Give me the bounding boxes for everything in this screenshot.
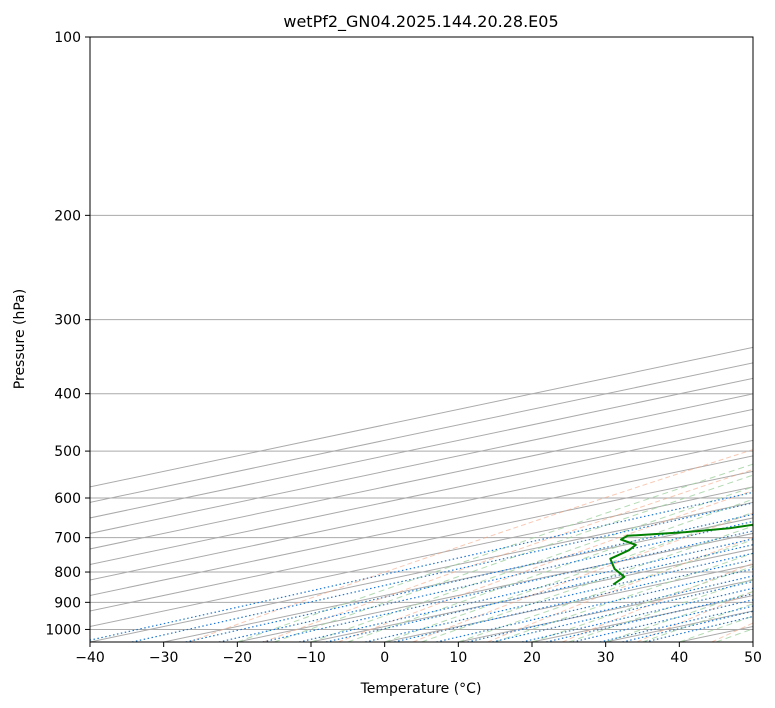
series-lines xyxy=(609,523,753,586)
moist-adiabat-line xyxy=(347,498,753,642)
dry-adiabat-line xyxy=(636,591,753,642)
background-lines xyxy=(90,37,753,642)
mixing-ratio-line xyxy=(365,552,753,642)
x-tick-label: 40 xyxy=(670,650,688,666)
mixing-ratio-line xyxy=(521,587,753,642)
mixing-ratio-line xyxy=(599,605,753,642)
moist-adiabat-line xyxy=(421,525,753,642)
x-tick-label: 30 xyxy=(597,650,615,666)
isotherm-gridline xyxy=(90,424,753,565)
moist-adiabat-line xyxy=(495,552,753,642)
moist-adiabat-line xyxy=(274,474,753,642)
y-tick-label: 200 xyxy=(54,208,81,224)
dry-adiabat-line xyxy=(263,468,753,642)
y-tick-label: 1000 xyxy=(45,622,81,638)
isotherm-gridline xyxy=(237,532,753,642)
isotherm-gridline xyxy=(90,455,753,596)
mixing-ratio-line xyxy=(325,544,753,642)
dry-adiabat-line xyxy=(338,490,753,642)
isotherm-gridline xyxy=(90,501,753,642)
mixing-ratio-line xyxy=(394,559,753,642)
isotherm-gridline xyxy=(90,377,753,519)
moist-adiabat-line xyxy=(605,590,753,642)
moist-adiabat-line xyxy=(679,615,753,642)
mixing-ratio-line xyxy=(467,575,753,642)
moist-adiabat-line xyxy=(384,511,753,642)
y-tick-label: 700 xyxy=(54,531,81,547)
mixing-ratio-line xyxy=(436,568,753,642)
dewpoint-profile-line xyxy=(609,523,753,586)
x-tick-label: 0 xyxy=(380,650,389,666)
mixing-ratio-line xyxy=(299,538,753,642)
x-tick-label: 10 xyxy=(449,650,467,666)
y-tick-label: 500 xyxy=(54,444,81,460)
x-axis: −40 −30 −20 −10 0 10 20 30 40 50 xyxy=(75,642,762,666)
dry-adiabat-line xyxy=(412,512,753,642)
dry-adiabat-line xyxy=(188,449,753,642)
mixing-ratio-line xyxy=(645,615,753,642)
isotherm-gridline xyxy=(605,610,753,642)
x-tick-label: 50 xyxy=(744,650,762,666)
isotherm-gridline xyxy=(90,346,753,488)
x-tick-label: −30 xyxy=(149,650,179,666)
y-tick-label: 900 xyxy=(54,595,81,611)
plot-frame xyxy=(89,36,754,643)
moist-adiabat-line xyxy=(458,539,753,642)
moist-adiabat-line xyxy=(237,463,753,642)
y-tick-label: 400 xyxy=(54,387,81,403)
y-tick-label: 800 xyxy=(54,565,81,581)
y-axis: 100 200 300 400 500 600 700 800 900 1000 xyxy=(45,30,90,638)
chart-title: wetPf2_GN04.2025.144.20.28.E05 xyxy=(283,12,558,32)
y-tick-label: 600 xyxy=(54,491,81,507)
isotherm-gridline xyxy=(163,517,753,642)
mixing-ratio-line xyxy=(492,580,753,642)
dry-adiabat-line xyxy=(487,536,753,642)
mixing-ratio-line xyxy=(185,513,753,642)
x-tick-label: 20 xyxy=(523,650,541,666)
isotherm-gridline xyxy=(90,362,753,503)
isotherm-gridline xyxy=(90,439,753,581)
isotherm-gridline xyxy=(90,393,753,534)
x-tick-label: −10 xyxy=(296,650,326,666)
y-tick-label: 100 xyxy=(54,30,81,46)
y-tick-label: 300 xyxy=(54,313,81,329)
isotherm-gridline xyxy=(752,641,753,642)
isotherm-gridline xyxy=(90,408,753,550)
isotherm-gridline xyxy=(90,470,753,612)
x-axis-title: Temperature (°C) xyxy=(360,681,482,697)
x-tick-label: −40 xyxy=(75,650,105,666)
isotherm-gridline xyxy=(90,486,753,628)
mixing-ratio-line xyxy=(622,610,753,642)
x-tick-label: −20 xyxy=(223,650,253,666)
y-axis-title: Pressure (hPa) xyxy=(12,289,28,389)
moist-adiabat-line xyxy=(642,603,753,642)
mixing-ratio-line xyxy=(131,502,753,642)
moist-adiabat-line xyxy=(310,486,753,642)
